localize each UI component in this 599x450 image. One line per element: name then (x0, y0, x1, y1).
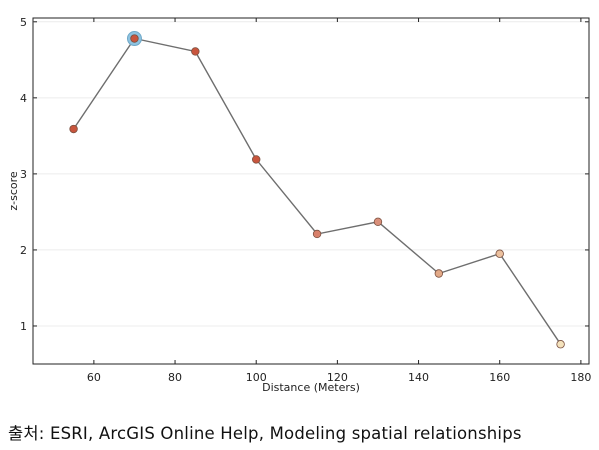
data-points (69, 31, 565, 349)
x-tick-label-3: 120 (327, 371, 348, 384)
y-tick-label-3: 4 (20, 92, 27, 105)
grid-lines (33, 21, 589, 327)
y-axis-title: z-score (7, 171, 20, 211)
x-tick-label-1: 80 (168, 371, 182, 384)
y-tick-labels: 1 2 3 4 5 (20, 16, 27, 333)
data-point-3 (252, 155, 261, 164)
x-tick-label-2: 100 (246, 371, 267, 384)
data-point-4 (312, 229, 322, 239)
line-chart: 60 80 100 120 140 160 180 1 2 3 4 5 Distance (Mete… (7, 16, 592, 394)
y-tick-label-1: 2 (20, 244, 27, 257)
x-tick-label-6: 180 (570, 371, 591, 384)
x-tick-label-4: 140 (408, 371, 429, 384)
data-point-7 (495, 249, 504, 258)
x-tick-labels: 60 80 100 120 140 160 180 (87, 371, 592, 384)
data-point-1 (130, 34, 139, 43)
y-tick-label-0: 1 (20, 320, 27, 333)
data-point-5 (373, 217, 383, 226)
x-tick-label-0: 60 (87, 371, 101, 384)
x-tick-label-5: 160 (489, 371, 510, 384)
x-axis-title: Distance (Meters) (262, 381, 360, 394)
plot-area (32, 17, 590, 365)
data-point-6 (434, 269, 444, 278)
data-point-8 (556, 340, 565, 349)
y-tick-label-4: 5 (20, 16, 27, 29)
data-point-2 (191, 47, 200, 56)
y-tick-label-2: 3 (20, 168, 27, 181)
source-caption: 출처: ESRI, ArcGIS Online Help, Modeling s… (8, 424, 522, 443)
axis-ticks (33, 18, 589, 364)
data-point-0 (69, 124, 78, 134)
